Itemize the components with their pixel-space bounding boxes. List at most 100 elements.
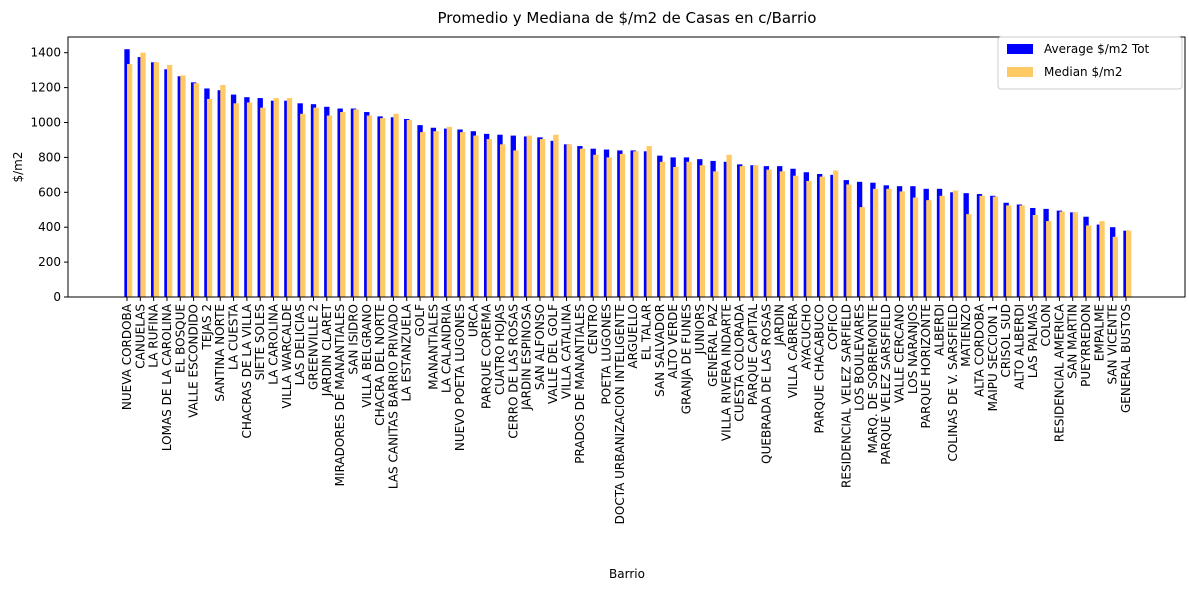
x-tick-label: COLINAS DE V. SARSFIELD <box>946 304 960 462</box>
bar-median-37 <box>619 153 626 297</box>
x-tick-label: CHACRAS DE LA VILLA <box>240 303 254 438</box>
x-tick-label: MARQ. DE SOBREMONTE <box>866 304 880 454</box>
bar-median-57 <box>886 188 892 297</box>
y-tick-label: 800 <box>38 150 61 164</box>
bar-median-60 <box>926 200 932 297</box>
y-axis-label: $/m2 <box>11 151 25 182</box>
bar-median-74 <box>1112 236 1119 297</box>
bar-median-71 <box>1072 212 1079 297</box>
x-tick-label: DOCTA URBANIZACION INTELIGENTE <box>613 304 627 524</box>
x-tick-label: LOS BOULEVARES <box>853 304 867 411</box>
bar-median-5 <box>193 83 199 298</box>
bar-median-21 <box>406 119 413 297</box>
bar-median-9 <box>246 102 253 297</box>
x-tick-label: ARGUELLO <box>626 304 640 369</box>
bar-median-61 <box>939 195 945 297</box>
bar-median-63 <box>966 214 972 297</box>
x-tick-label: EL BOSQUE <box>173 304 187 373</box>
bar-median-43 <box>699 165 706 297</box>
bar-median-28 <box>499 144 506 297</box>
x-tick-label: EL TALAR <box>639 304 653 360</box>
x-tick-label: COLON <box>1039 304 1053 347</box>
bar-median-7 <box>220 84 226 298</box>
bars-group <box>124 49 1132 298</box>
bar-median-65 <box>992 196 999 297</box>
x-tick-label: MATIENZO <box>959 304 973 367</box>
bar-median-45 <box>726 154 732 297</box>
x-tick-label: AYACUCHO <box>799 304 813 370</box>
bar-median-69 <box>1046 221 1052 297</box>
bar-median-11 <box>273 98 279 297</box>
x-tick-label: SAN SALVADOR <box>653 304 667 397</box>
bar-median-41 <box>673 167 679 297</box>
bar-median-73 <box>1099 221 1105 297</box>
bar-median-32 <box>553 134 559 297</box>
x-tick-label: CANUELAS <box>133 304 147 369</box>
x-tick-label: TEJAS 2 <box>200 304 214 351</box>
bar-median-39 <box>646 146 652 297</box>
x-tick-label: GREENVILLE 2 <box>306 304 320 390</box>
bar-median-25 <box>460 132 466 297</box>
x-tick-label: CHACRA DEL NORTE <box>373 304 387 426</box>
x-tick-label: NUEVO POETA LUGONES <box>453 304 467 451</box>
x-tick-label: SAN ISIDRO <box>346 304 360 375</box>
bar-median-38 <box>633 151 639 297</box>
bar-median-30 <box>526 135 532 297</box>
bar-median-1 <box>140 52 146 298</box>
x-tick-label: CRISOL SUD <box>999 304 1013 377</box>
legend-swatch-median <box>1007 67 1033 77</box>
bar-median-33 <box>566 144 572 297</box>
plot-frame <box>67 36 1186 298</box>
x-tick-label: QUEBRADA DE LAS ROSAS <box>759 304 773 464</box>
x-tick-label: PARQUE CAPITAL <box>746 304 760 406</box>
bar-median-36 <box>606 157 612 297</box>
bar-median-55 <box>859 207 865 297</box>
x-tick-label: RESIDENCIAL VELEZ SARFIELD <box>839 304 853 488</box>
x-tick-label: LA CAROLINA <box>267 303 281 385</box>
bar-median-4 <box>180 75 186 297</box>
y-tick-label: 1000 <box>30 116 61 130</box>
bar-median-16 <box>340 112 346 297</box>
y-tick-label: 0 <box>53 290 61 304</box>
bar-median-26 <box>473 135 479 297</box>
bar-median-49 <box>779 171 786 297</box>
x-tick-label: LAS PALMAS <box>1026 304 1040 378</box>
bar-median-64 <box>979 195 985 297</box>
x-tick-label: CUESTA COLORADA <box>733 303 747 421</box>
y-tick-label: 600 <box>38 185 61 199</box>
bar-median-13 <box>300 113 306 297</box>
bar-median-56 <box>872 188 879 297</box>
bar-median-19 <box>380 118 386 297</box>
bar-median-67 <box>1019 205 1025 297</box>
bar-median-20 <box>393 113 399 297</box>
x-tick-label: VILLA RIVERA INDARTE <box>719 304 733 441</box>
x-tick-label: LOS NARANJOS <box>906 304 920 394</box>
x-tick-label: PUEYRREDON <box>1079 304 1093 387</box>
x-tick-label: GRANJA DE FUNES <box>679 304 693 414</box>
bar-median-53 <box>832 170 839 297</box>
bar-median-47 <box>753 165 759 297</box>
x-tick-label: CENTRO <box>586 304 600 354</box>
x-tick-label: ALBERDI <box>933 304 947 356</box>
bar-median-72 <box>1086 225 1092 297</box>
bar-median-50 <box>793 175 799 297</box>
x-tick-label: LA ESTANZUELA <box>400 303 414 401</box>
x-tick-label: ALTA CORDOBA <box>972 303 986 397</box>
y-tick-label: 200 <box>38 255 61 269</box>
x-tick-label: PARQUE CHACABUCO <box>813 304 827 433</box>
bar-median-62 <box>952 190 959 297</box>
x-tick-label: SIETE SOLES <box>253 304 267 380</box>
x-tick-label: RESIDENCIAL AMERICA <box>1052 303 1066 442</box>
x-tick-label: GENERAL BUSTOS <box>1119 304 1133 413</box>
x-tick-label: LA CUESTA <box>227 303 241 370</box>
x-tick-label: MIRADORES DE MANANTIALES <box>333 304 347 486</box>
bar-median-31 <box>539 139 546 297</box>
x-tick-label: SAN MARTIN <box>1066 304 1080 379</box>
y-tick-label: 400 <box>38 220 61 234</box>
legend-swatch-average <box>1007 44 1033 54</box>
bar-median-54 <box>846 184 852 297</box>
y-axis: 0 200 400 600 800 1000 1200 1400 <box>30 46 68 304</box>
x-tick-label: VILLA CABRERA <box>786 303 800 398</box>
x-tick-label: JARDIN CLARET <box>320 303 334 397</box>
